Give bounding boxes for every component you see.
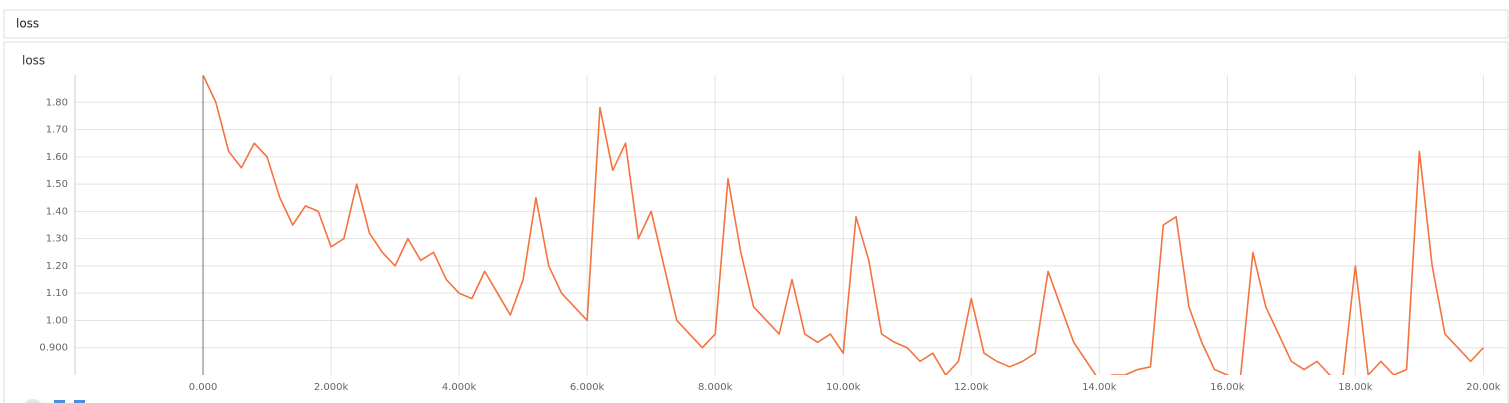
y-tick-label: 1.10 (46, 288, 68, 299)
y-tick-label: 1.40 (46, 206, 68, 217)
x-tick-label: 12.00k (954, 382, 989, 393)
card (3, 41, 1509, 403)
x-tick-label: 0.000 (189, 382, 218, 393)
y-tick-label: 1.60 (46, 152, 68, 163)
x-tick-label: 18.00k (1338, 382, 1373, 393)
icon[interactable] (54, 400, 65, 403)
grid (74, 75, 1509, 375)
header-bar[interactable] (3, 9, 1509, 39)
x-tick-label: 20.00k (1466, 382, 1501, 393)
y-tick-label: 1.20 (46, 261, 68, 272)
x-tick-label: 4.000k (442, 382, 477, 393)
button[interactable] (22, 399, 44, 403)
y-tick-label: 1.50 (46, 179, 68, 190)
x-tick-label: 6.000k (570, 382, 605, 393)
x-tick-label: 2.000k (314, 382, 349, 393)
chart-title: loss (22, 54, 45, 68)
y-tick-label: 0.900 (39, 343, 68, 354)
icon[interactable] (74, 400, 85, 403)
x-tick-label: 14.00k (1082, 382, 1117, 393)
x-tick-label: 8.000k (698, 382, 733, 393)
y-tick-label: 1.70 (46, 125, 68, 136)
plot (202, 75, 1484, 375)
y-tick-label: 1.80 (46, 97, 68, 108)
labels: 0.900 1.00 1.10 1.20 1.30 1.40 1.50 1.60 1.70 1.8… (39, 97, 1500, 393)
y-tick-label: 1.30 (46, 234, 68, 245)
x-tick-label: 16.00k (1210, 382, 1245, 393)
x-tick-label: 10.00k (826, 382, 861, 393)
y-tick-label: 1.00 (46, 315, 68, 326)
header-title: loss (16, 17, 39, 31)
loss-line (202, 75, 1484, 375)
